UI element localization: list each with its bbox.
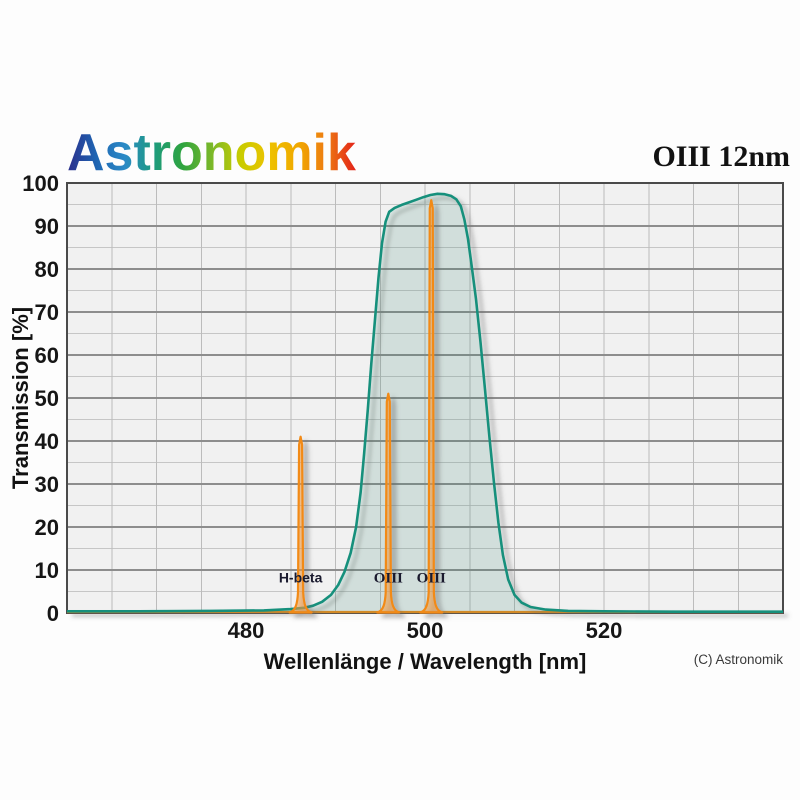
brand-logo: Astronomik [67,124,356,182]
transmission-chart: H-beta OIII OIII 480 500 520 0 10 20 30 40 50 60 70 80… [22,171,784,643]
y-tick-label: 60 [35,343,59,368]
copyright-note: (C) Astronomik [693,652,783,667]
y-tick-label: 50 [35,386,59,411]
product-title: OIII 12nm [652,140,790,173]
y-tick-label: 70 [35,300,59,325]
x-tick-label: 500 [407,618,444,643]
y-tick-label: 30 [35,472,59,497]
y-tick-label: 80 [35,257,59,282]
x-tick-label: 520 [586,618,623,643]
y-tick-label: 0 [47,601,59,626]
emission-line-oiii-2 [419,199,444,614]
transmission-curve [67,192,783,613]
x-axis-title: Wellenlänge / Wavelength [nm] [263,649,587,674]
transmission-curve-group [67,192,783,614]
emission-line-h-beta-0 [288,435,313,614]
transmission-curve-fill [67,193,783,614]
y-tick-label: 40 [35,429,59,454]
y-tick-label: 20 [35,515,59,540]
emission-lines-group [288,199,444,614]
emission-line-label: H-beta [279,569,323,585]
y-tick-label: 10 [35,558,59,583]
x-tick-label: 480 [228,618,265,643]
y-axis-title: Transmission [%] [8,306,33,490]
y-tick-label: 100 [22,171,59,196]
emission-line-oiii-1 [376,392,401,614]
emission-line-label: OIII [374,570,403,586]
emission-line-label: OIII [417,570,446,586]
y-tick-label: 90 [35,214,59,239]
